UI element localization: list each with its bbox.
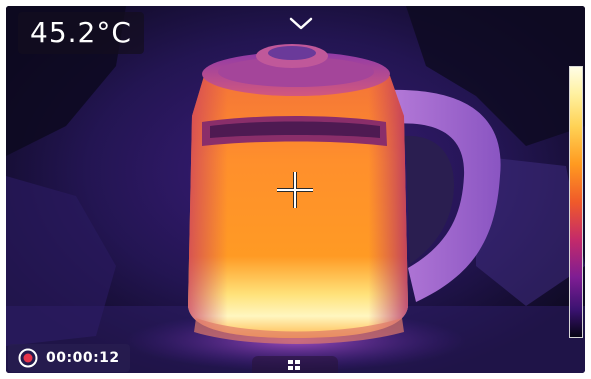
thermal-camera-view: 45.2°C 00:00:12 <box>6 6 585 373</box>
recording-indicator[interactable]: 00:00:12 <box>8 344 130 372</box>
record-icon[interactable] <box>18 348 38 368</box>
recording-elapsed-time: 00:00:12 <box>46 350 120 366</box>
thermal-image <box>6 6 585 373</box>
grid-icon[interactable] <box>288 360 300 370</box>
temperature-readout: 45.2°C <box>18 12 144 54</box>
bottom-menu-tab[interactable] <box>252 356 338 373</box>
chevron-down-icon[interactable] <box>288 16 314 32</box>
crosshair-icon <box>277 172 313 208</box>
temperature-color-scale <box>569 66 583 338</box>
